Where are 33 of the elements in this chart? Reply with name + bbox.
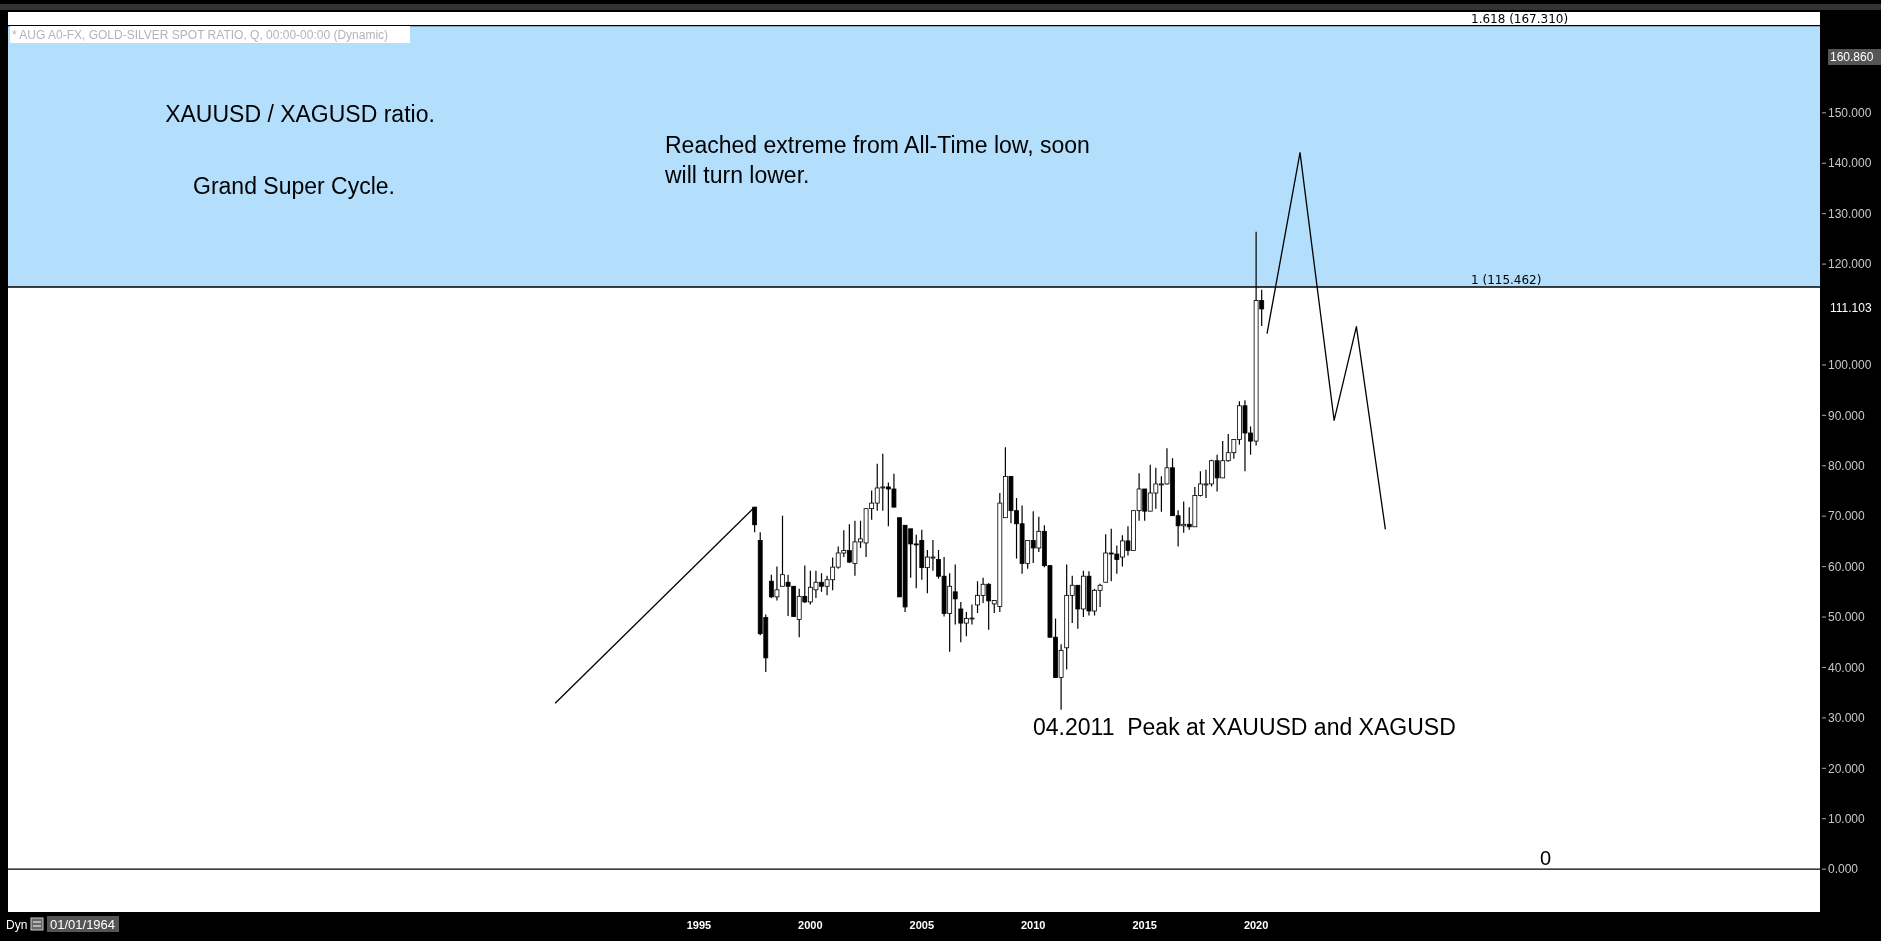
y-tick-label: 100.000 — [1828, 358, 1872, 373]
annotation: * AUG A0-FX, GOLD-SILVER SPOT RATIO, Q, 00:00-00:00 (Dynamic) — [12, 28, 389, 42]
y-tick-label: 10.000 — [1828, 811, 1866, 826]
y-tick-label: 140.000 — [1828, 156, 1872, 171]
y-tick-label: 70.000 — [1828, 509, 1866, 524]
y-tick-label: 90.000 — [1828, 408, 1866, 423]
y-tick-label: 80.000 — [1828, 458, 1866, 473]
y-tick-label: 60.000 — [1828, 559, 1866, 574]
ref-line-label: 1.618 (167.310) — [1471, 11, 1569, 26]
y-tick-label: 30.000 — [1828, 711, 1866, 726]
y-tick-label: 130.000 — [1828, 206, 1872, 221]
text: Grand Super Cycle. — [193, 173, 395, 199]
x-tick-label: 2010 — [1021, 919, 1046, 931]
text: XAUUSD / XAGUSD ratio. — [165, 101, 435, 127]
text: 01/01/1964 — [50, 917, 116, 932]
text: Dyn — [6, 918, 28, 932]
annotation: Reached extreme from All-Time low, soon will turn lower. — [664, 132, 1090, 188]
x-tick-label: 2000 — [798, 919, 823, 931]
ref-line-label: 1 (115.462) — [1471, 272, 1542, 287]
y-tick-label: 20.000 — [1828, 761, 1866, 776]
y-tick-label: 50.000 — [1828, 610, 1866, 625]
y-tick-label: 120.000 — [1828, 257, 1872, 272]
y-tick-label: 150.000 — [1828, 106, 1872, 121]
x-tick-label: 2005 — [909, 919, 935, 931]
text: 160.860 — [1830, 50, 1874, 65]
annotation: 04.2011 Peak at XAUUSD and XAGUSD — [1033, 714, 1456, 740]
x-tick-label: 2015 — [1132, 919, 1157, 931]
ref-line-label: 0 — [1540, 847, 1552, 870]
x-tick-label: 1995 — [686, 919, 712, 931]
y-tick-label: 0.000 — [1828, 862, 1859, 877]
y-tick-label: 40.000 — [1828, 660, 1866, 675]
x-tick-label: 2020 — [1243, 919, 1269, 931]
text: 111.103 — [1830, 301, 1872, 316]
